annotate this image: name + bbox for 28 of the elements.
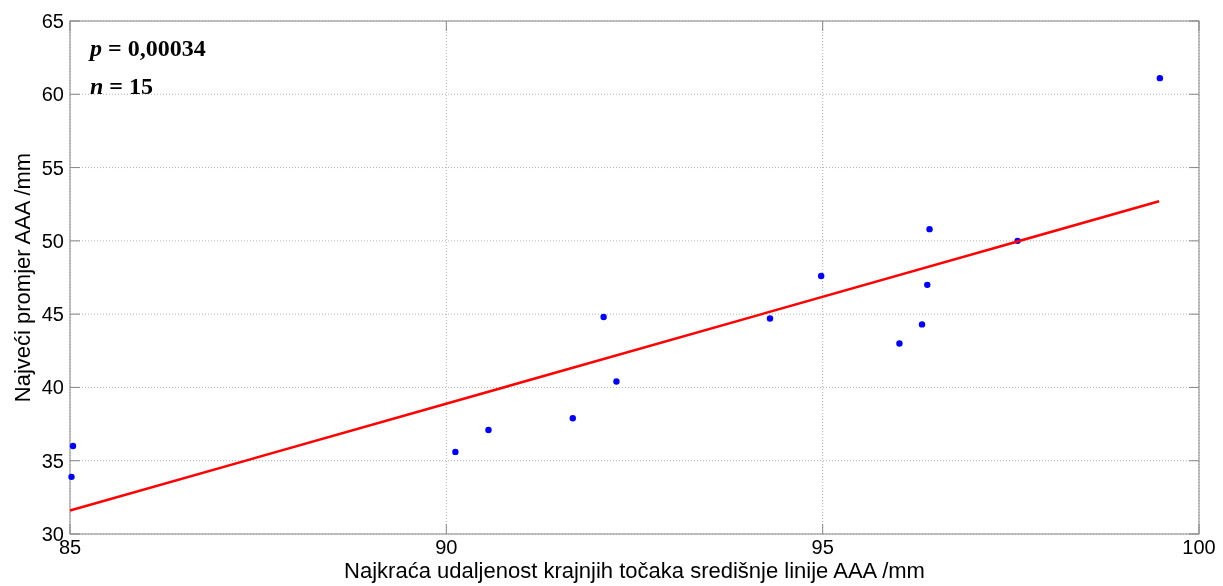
annotation: p = 0,00034 xyxy=(88,35,206,61)
y-tick-label: 55 xyxy=(41,156,64,179)
point xyxy=(569,415,576,422)
y-axis-title: Najveći promjer AAA /mm xyxy=(10,152,35,403)
y-tick-label: 60 xyxy=(41,83,64,106)
point xyxy=(485,426,492,434)
point xyxy=(600,313,607,321)
y-tick-label: 40 xyxy=(41,376,64,399)
y-tick-label: 50 xyxy=(41,229,64,252)
x-tick-label: 95 xyxy=(811,536,834,558)
point xyxy=(69,442,77,450)
point xyxy=(1156,74,1164,82)
point xyxy=(817,272,825,280)
annotation: n = 15 xyxy=(90,73,154,99)
point xyxy=(924,281,931,289)
point xyxy=(68,473,75,481)
point xyxy=(896,340,903,347)
y-tick-label: 65 xyxy=(41,10,64,32)
point xyxy=(452,448,459,456)
point xyxy=(918,321,926,328)
x-tick-label: 90 xyxy=(435,536,458,558)
point xyxy=(766,315,774,322)
x-axis-title: Najkraća udaljenost krajnjih točaka središnje linije AAA /mm xyxy=(344,558,925,583)
x-tick-label: 100 xyxy=(1182,536,1216,558)
y-tick-label: 45 xyxy=(41,303,64,326)
point xyxy=(613,378,620,385)
y-tick-label: 35 xyxy=(41,449,64,472)
point xyxy=(926,225,933,233)
